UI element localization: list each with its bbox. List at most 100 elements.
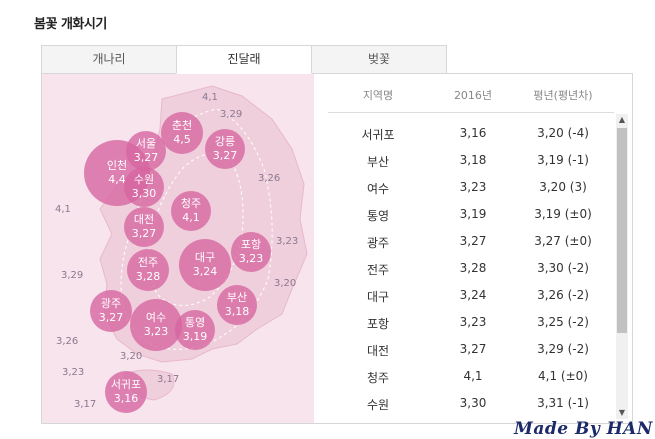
- bubble-value-label: 3,16: [113, 392, 139, 405]
- bubble-value-label: 3,18: [224, 305, 250, 318]
- bubble-value-label: 3,23: [238, 252, 264, 265]
- cell-2016: 3,27: [459, 342, 487, 356]
- bubble-city-label: 광주: [100, 297, 122, 310]
- bubble-value-label: 3,24: [192, 265, 218, 278]
- cell-normal: 3,19 (-1): [537, 153, 589, 167]
- cell-region: 전주: [366, 263, 390, 277]
- table-row: 대전 3,27 3,29 (-2): [328, 336, 614, 363]
- cell-2016: 3,23: [459, 180, 487, 194]
- bubble-value-label: 3,27: [212, 149, 238, 162]
- cell-region: 수원: [366, 398, 390, 412]
- cell-normal: 3,20 (3): [539, 180, 587, 194]
- cell-2016: 3,30: [459, 396, 487, 410]
- bubble-value-label: 3,27: [131, 227, 157, 240]
- bubble-value-label: 3,19: [182, 330, 208, 343]
- bubble-chuncheon: 춘천 4,5: [161, 112, 203, 154]
- cell-region: 통영: [366, 209, 390, 223]
- cell-normal: 4,1 (±0): [538, 369, 588, 383]
- header-region: 지역명: [362, 89, 394, 102]
- cell-2016: 3,24: [459, 288, 487, 302]
- table-row: 광주 3,27 3,27 (±0): [328, 228, 614, 255]
- bloom-panel: 인천 4,4 서울 3,27 춘천 4,5 강릉 3,27 수원 3,30 청주…: [41, 73, 633, 424]
- header-normal: 평년(평년차): [533, 89, 593, 102]
- table-row: 통영 3,19 3,19 (±0): [328, 201, 614, 228]
- cell-normal: 3,25 (-2): [537, 315, 589, 329]
- scroll-down-icon[interactable]: ▼: [618, 408, 626, 417]
- bubble-city-label: 대구: [194, 251, 216, 264]
- map-label: 4,1: [202, 92, 218, 103]
- bubble-cheongju: 청주 4,1: [171, 191, 211, 231]
- table-row: 부산 3,18 3,19 (-1): [328, 147, 614, 174]
- cell-2016: 3,23: [459, 315, 487, 329]
- table-row: 수원 3,30 3,31 (-1): [328, 390, 614, 417]
- table-row: 서귀포 3,16 3,20 (-4): [328, 120, 614, 147]
- tab-forsythia[interactable]: 개나리: [41, 45, 177, 74]
- cell-normal: 3,26 (-2): [537, 288, 589, 302]
- bubble-value-label: 4,1: [182, 211, 200, 224]
- map-label: 3,20: [274, 278, 297, 289]
- bubble-value-label: 3,30: [131, 187, 157, 200]
- scroll-thumb[interactable]: [617, 128, 627, 333]
- cell-2016: 3,27: [459, 234, 487, 248]
- bubble-seoul: 서울 3,27: [126, 131, 166, 171]
- bubble-city-label: 인천: [106, 159, 128, 172]
- cell-region: 광주: [366, 236, 390, 250]
- bubble-value-label: 4,5: [173, 133, 191, 146]
- bloom-table: 지역명 2016년 평년(평년차) 서귀포 3,16 3,20 (-4) 부산 …: [314, 74, 632, 423]
- bubble-city-label: 포항: [240, 238, 262, 251]
- map-label: 3,29: [220, 109, 243, 120]
- bubble-city-label: 전주: [137, 256, 159, 269]
- watermark: Made By HAN: [514, 419, 653, 439]
- tab-azalea[interactable]: 진달래: [176, 45, 312, 74]
- bubble-busan: 부산 3,18: [217, 285, 257, 325]
- cell-normal: 3,19 (±0): [534, 207, 592, 221]
- table-row: 여수 3,23 3,20 (3): [328, 174, 614, 201]
- bubble-city-label: 부산: [226, 291, 248, 304]
- cell-region: 여수: [366, 182, 390, 196]
- cell-region: 대구: [366, 290, 390, 304]
- cell-2016: 3,18: [459, 153, 487, 167]
- bubble-gwangju: 광주 3,27: [90, 290, 132, 332]
- cell-normal: 3,30 (-2): [537, 261, 589, 275]
- map-label: 3,20: [120, 351, 143, 362]
- map-label: 3,17: [74, 399, 97, 410]
- bubble-city-label: 서귀포: [110, 378, 142, 391]
- bubble-gangneung: 강릉 3,27: [205, 129, 245, 169]
- scroll-up-icon[interactable]: ▲: [618, 115, 626, 124]
- bubble-daegu: 대구 3,24: [179, 239, 231, 291]
- page-title: 봄꽃 개화시기: [34, 17, 107, 32]
- bubble-tongyeong: 통영 3,19: [175, 310, 215, 350]
- table-header: 지역명 2016년 평년(평년차): [328, 74, 614, 113]
- korea-map: 인천 4,4 서울 3,27 춘천 4,5 강릉 3,27 수원 3,30 청주…: [42, 74, 314, 423]
- bubble-city-label: 서울: [135, 137, 157, 150]
- map-label: 3,23: [276, 236, 299, 247]
- cell-normal: 3,29 (-2): [537, 342, 589, 356]
- cell-region: 대전: [366, 344, 390, 358]
- bubble-seogwipo: 서귀포 3,16: [105, 371, 147, 413]
- bubble-city-label: 여수: [145, 311, 167, 324]
- map-label: 3,26: [258, 173, 281, 184]
- cell-region: 포항: [366, 317, 390, 331]
- cell-region: 청주: [366, 371, 390, 385]
- table-row: 포항 3,23 3,25 (-2): [328, 309, 614, 336]
- bubble-value-label: 3,23: [143, 325, 169, 338]
- cell-region: 서귀포: [361, 128, 395, 142]
- bubble-yeosu: 여수 3,23: [130, 299, 182, 351]
- map-label: 3,26: [56, 336, 79, 347]
- bubble-pohang: 포항 3,23: [231, 232, 271, 272]
- bubble-suwon: 수원 3,30: [124, 167, 164, 207]
- bubble-daejeon: 대전 3,27: [124, 207, 164, 247]
- map-label: 4,1: [55, 204, 71, 215]
- header-2016: 2016년: [453, 89, 493, 102]
- cell-2016: 3,16: [459, 126, 487, 140]
- bubble-value-label: 3,27: [133, 151, 159, 164]
- cell-2016: 3,28: [459, 261, 487, 275]
- table-row: 청주 4,1 4,1 (±0): [328, 363, 614, 390]
- tab-cherry-blossom[interactable]: 벚꽃: [311, 45, 447, 74]
- cell-2016: 4,1: [463, 369, 483, 383]
- table-scrollbar[interactable]: ▲ ▼: [616, 114, 628, 419]
- cell-normal: 3,31 (-1): [537, 396, 589, 410]
- bubble-value-label: 3,28: [135, 270, 161, 283]
- cell-2016: 3,19: [459, 207, 487, 221]
- cell-normal: 3,20 (-4): [537, 126, 589, 140]
